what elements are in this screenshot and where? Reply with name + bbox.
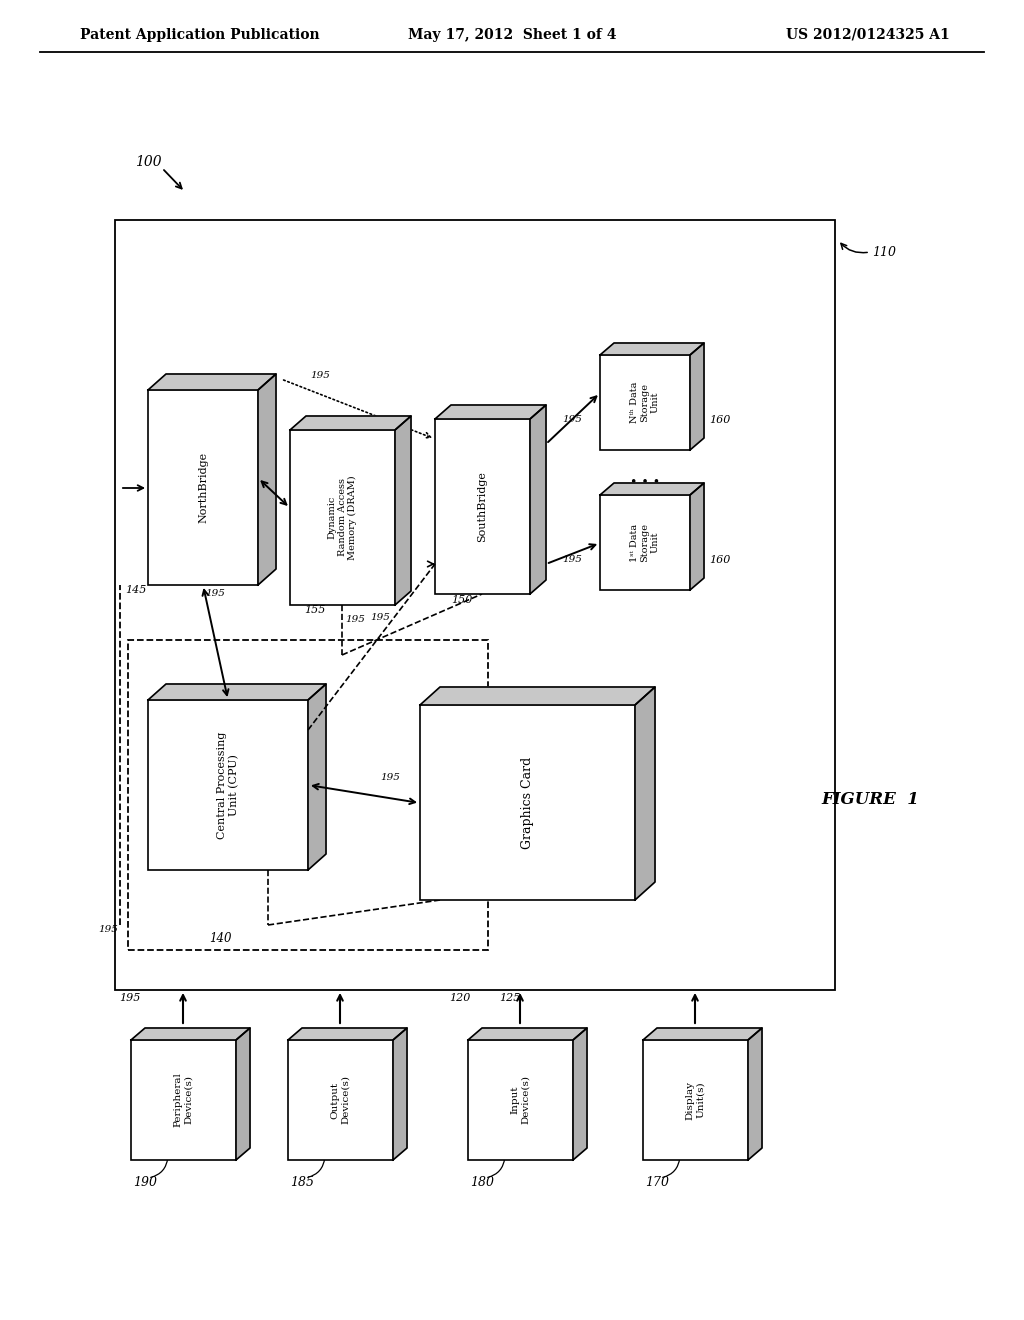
Text: FIGURE  1: FIGURE 1 [821, 792, 919, 808]
Polygon shape [288, 1028, 407, 1040]
Text: 120: 120 [450, 993, 471, 1003]
Text: 100: 100 [135, 154, 162, 169]
Bar [600, 495, 690, 590]
Polygon shape [131, 1028, 250, 1040]
Text: 160: 160 [710, 414, 731, 425]
Text: 195: 195 [380, 772, 400, 781]
Polygon shape [148, 684, 326, 700]
Text: Nᵗʰ Data
Storage
Unit: Nᵗʰ Data Storage Unit [630, 381, 659, 424]
Polygon shape [600, 343, 705, 355]
Bar [643, 1040, 748, 1160]
Polygon shape [395, 416, 411, 605]
Polygon shape [435, 405, 546, 418]
Text: US 2012/0124325 A1: US 2012/0124325 A1 [786, 28, 950, 42]
Bar [115, 220, 835, 990]
Polygon shape [600, 483, 705, 495]
Text: Display
Unit(s): Display Unit(s) [686, 1081, 706, 1119]
Bar [468, 1040, 573, 1160]
Polygon shape [643, 1028, 762, 1040]
Text: 195: 195 [310, 371, 330, 380]
Polygon shape [635, 686, 655, 900]
Bar [148, 389, 258, 585]
Text: • • •: • • • [630, 475, 660, 488]
Polygon shape [690, 343, 705, 450]
Bar [600, 355, 690, 450]
Polygon shape [420, 686, 655, 705]
Text: Output
Device(s): Output Device(s) [331, 1076, 350, 1125]
Polygon shape [748, 1028, 762, 1160]
Bar [288, 1040, 393, 1160]
Polygon shape [468, 1028, 587, 1040]
Text: Peripheral
Device(s): Peripheral Device(s) [174, 1073, 194, 1127]
Text: 155: 155 [304, 605, 326, 615]
Text: 170: 170 [645, 1176, 669, 1188]
Polygon shape [573, 1028, 587, 1160]
Text: Input
Device(s): Input Device(s) [511, 1076, 530, 1125]
Bar [131, 1040, 236, 1160]
Polygon shape [393, 1028, 407, 1160]
Text: 110: 110 [872, 246, 896, 259]
Text: 195: 195 [205, 590, 225, 598]
Text: 125: 125 [500, 993, 520, 1003]
Bar [435, 418, 530, 594]
Polygon shape [258, 374, 276, 585]
Text: Central Processing
Unit (CPU): Central Processing Unit (CPU) [217, 731, 239, 838]
Text: 150: 150 [452, 595, 473, 605]
Text: 140: 140 [209, 932, 231, 945]
Text: 190: 190 [133, 1176, 157, 1188]
Bar [148, 700, 308, 870]
Text: 195: 195 [345, 615, 365, 624]
Bar [128, 640, 488, 950]
Text: 195: 195 [562, 416, 582, 425]
Polygon shape [530, 405, 546, 594]
Text: 145: 145 [125, 585, 146, 595]
Polygon shape [148, 374, 276, 389]
Text: May 17, 2012  Sheet 1 of 4: May 17, 2012 Sheet 1 of 4 [408, 28, 616, 42]
Text: 180: 180 [470, 1176, 494, 1188]
Text: Patent Application Publication: Patent Application Publication [80, 28, 319, 42]
Text: SouthBridge: SouthBridge [477, 471, 487, 543]
Polygon shape [236, 1028, 250, 1160]
Text: 195: 195 [562, 556, 582, 565]
Text: 195: 195 [370, 614, 390, 623]
Text: 160: 160 [710, 554, 731, 565]
Text: 195: 195 [120, 993, 140, 1003]
Text: 195: 195 [98, 925, 118, 935]
Text: 185: 185 [290, 1176, 314, 1188]
Bar [420, 705, 635, 900]
Text: NorthBridge: NorthBridge [198, 451, 208, 523]
Polygon shape [290, 416, 411, 430]
Text: Dynamic
Random Access
Memory (DRAM): Dynamic Random Access Memory (DRAM) [328, 475, 357, 560]
Text: 1ˢᵗ Data
Storage
Unit: 1ˢᵗ Data Storage Unit [630, 523, 659, 562]
Polygon shape [690, 483, 705, 590]
Bar [290, 430, 395, 605]
Polygon shape [308, 684, 326, 870]
Text: Graphics Card: Graphics Card [521, 756, 534, 849]
